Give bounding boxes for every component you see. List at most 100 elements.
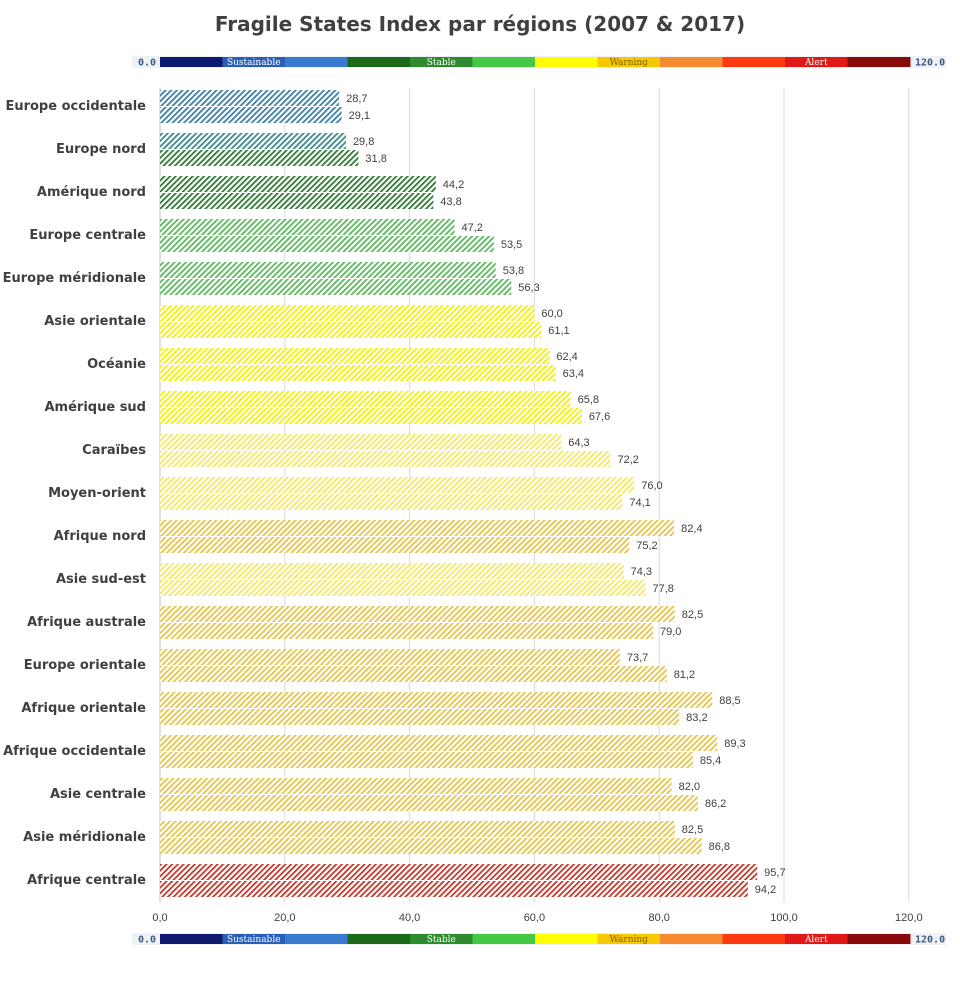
value-label-2017: 86,2 bbox=[705, 798, 726, 810]
bar-2017 bbox=[160, 709, 680, 725]
category-label: Europe nord bbox=[56, 142, 146, 157]
category-label: Océanie bbox=[87, 357, 146, 372]
x-tick-label: 40,0 bbox=[399, 912, 420, 924]
scale-segment bbox=[847, 934, 911, 944]
value-label-2007: 89,3 bbox=[724, 738, 745, 750]
bars bbox=[160, 90, 758, 897]
bar-2017 bbox=[160, 451, 611, 467]
bar-2017 bbox=[160, 150, 359, 166]
category-label: Afrique centrale bbox=[27, 873, 146, 888]
scale-segment bbox=[722, 934, 786, 944]
bar-2007 bbox=[160, 735, 718, 751]
scale-segment-label: Alert bbox=[804, 935, 828, 945]
scale-segment-label: Warning bbox=[610, 935, 649, 945]
category-label: Asie orientale bbox=[44, 314, 146, 329]
category-label: Afrique australe bbox=[27, 615, 146, 630]
bar-2017 bbox=[160, 193, 434, 209]
bar-2007 bbox=[160, 219, 455, 235]
bar-2017 bbox=[160, 107, 342, 123]
scale-segment bbox=[285, 57, 348, 67]
x-tick-label: 20,0 bbox=[274, 912, 295, 924]
value-label-2007: 65,8 bbox=[578, 394, 599, 406]
bar-2017 bbox=[160, 666, 667, 682]
scale-segment bbox=[847, 57, 911, 67]
bar-2017 bbox=[160, 881, 748, 897]
bar-2007 bbox=[160, 391, 571, 407]
value-label-2017: 74,1 bbox=[629, 497, 650, 509]
category-label: Asie sud-est bbox=[56, 572, 146, 587]
scale-segment bbox=[222, 57, 286, 67]
value-label-2007: 53,8 bbox=[503, 265, 524, 277]
x-tick-label: 60,0 bbox=[524, 912, 545, 924]
value-label-2017: 83,2 bbox=[686, 712, 707, 724]
bar-2017 bbox=[160, 279, 512, 295]
bar-2007 bbox=[160, 821, 675, 837]
bar-2017 bbox=[160, 537, 630, 553]
value-label-2017: 94,2 bbox=[755, 884, 776, 896]
scale-segment bbox=[410, 57, 473, 67]
x-axis-ticks: 0,0 20,0 40,0 60,0 80,0 100,0 120,0 bbox=[152, 912, 922, 924]
bar-2007 bbox=[160, 262, 496, 278]
scale-segment bbox=[160, 57, 223, 67]
scale-segment-label: Stable bbox=[427, 58, 456, 68]
x-tick-label: 0,0 bbox=[152, 912, 167, 924]
scale-segment bbox=[597, 57, 661, 67]
fsi-scale-legend-top: 0.0 120.0 Sustainable Stable Warning Alert bbox=[132, 56, 946, 69]
scale-segment bbox=[410, 934, 473, 944]
scale-segment-label: Sustainable bbox=[227, 935, 281, 945]
scale-max-label: 120.0 bbox=[915, 935, 945, 946]
category-labels: Europe occidentale Europe nord Amérique no… bbox=[3, 99, 147, 888]
value-label-2017: 53,5 bbox=[501, 239, 522, 251]
bar-2007 bbox=[160, 778, 672, 794]
bar-2007 bbox=[160, 606, 675, 622]
value-label-2017: 72,2 bbox=[618, 454, 639, 466]
value-label-2007: 44,2 bbox=[443, 179, 464, 191]
bar-2007 bbox=[160, 864, 758, 880]
value-label-2007: 64,3 bbox=[568, 437, 589, 449]
bar-2007 bbox=[160, 348, 550, 364]
scale-min-label: 0.0 bbox=[138, 58, 156, 69]
scale-segment bbox=[285, 934, 348, 944]
value-label-2017: 86,8 bbox=[709, 841, 730, 853]
bar-2007 bbox=[160, 434, 562, 450]
bar-2007 bbox=[160, 305, 535, 321]
scale-segment bbox=[472, 934, 536, 944]
scale-segment bbox=[660, 934, 723, 944]
value-label-2007: 76,0 bbox=[641, 480, 662, 492]
scale-segment bbox=[347, 934, 411, 944]
bar-2017 bbox=[160, 795, 698, 811]
bar-2017 bbox=[160, 365, 556, 381]
bar-2017 bbox=[160, 408, 582, 424]
scale-segment bbox=[785, 934, 848, 944]
bar-2007 bbox=[160, 176, 436, 192]
value-label-2017: 75,2 bbox=[636, 540, 657, 552]
scale-segment bbox=[347, 57, 411, 67]
value-label-2017: 67,6 bbox=[589, 411, 610, 423]
x-tick-label: 120,0 bbox=[895, 912, 923, 924]
scale-segment bbox=[160, 934, 223, 944]
category-label: Europe occidentale bbox=[5, 99, 146, 114]
category-label: Caraïbes bbox=[82, 443, 146, 458]
fsi-scale-legend-bottom: 0.0 120.0 Sustainable Stable Warning Alert bbox=[132, 933, 946, 946]
category-label: Asie centrale bbox=[50, 787, 146, 802]
bar-2007 bbox=[160, 90, 340, 106]
value-label-2007: 62,4 bbox=[556, 351, 577, 363]
value-label-2007: 82,0 bbox=[679, 781, 700, 793]
value-label-2007: 82,5 bbox=[682, 824, 703, 836]
bar-2007 bbox=[160, 692, 713, 708]
category-label: Amérique nord bbox=[37, 185, 146, 200]
value-label-2007: 95,7 bbox=[764, 867, 785, 879]
value-label-2007: 73,7 bbox=[627, 652, 648, 664]
bar-2007 bbox=[160, 563, 624, 579]
value-label-2017: 77,8 bbox=[652, 583, 673, 595]
bar-2017 bbox=[160, 236, 494, 252]
bar-2017 bbox=[160, 623, 653, 639]
scale-segment-label: Warning bbox=[610, 58, 649, 68]
value-label-2017: 43,8 bbox=[440, 196, 461, 208]
category-label: Europe méridionale bbox=[3, 271, 147, 286]
value-label-2017: 85,4 bbox=[700, 755, 721, 767]
bar-2007 bbox=[160, 133, 346, 149]
value-label-2007: 60,0 bbox=[541, 308, 562, 320]
value-label-2007: 82,4 bbox=[681, 523, 702, 535]
